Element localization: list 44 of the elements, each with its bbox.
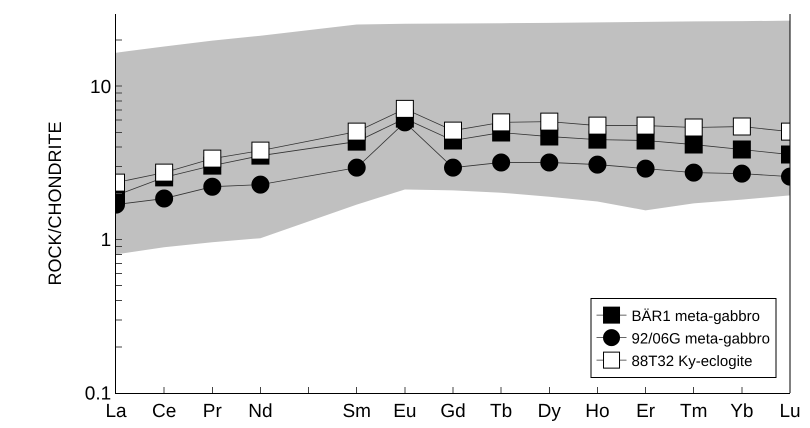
- x-tick-label: Nd: [248, 400, 273, 422]
- point: [732, 164, 751, 183]
- point: [155, 164, 174, 182]
- legend-label: BÄR1 meta-gabbro: [632, 308, 760, 325]
- point: [636, 160, 655, 178]
- x-tick-label: Gd: [440, 400, 466, 422]
- point: [636, 116, 655, 135]
- x-tick-label: Eu: [393, 400, 416, 422]
- point: [588, 156, 606, 174]
- point: [492, 153, 510, 172]
- point: [348, 122, 366, 141]
- x-tick-label: Er: [636, 400, 656, 422]
- y-tick-label: 1: [100, 230, 112, 252]
- point: [251, 142, 270, 160]
- point: [396, 100, 414, 118]
- point: [684, 164, 703, 182]
- point: [588, 116, 606, 135]
- x-tick-label: Tm: [680, 400, 708, 422]
- x-tick-label: Sm: [342, 400, 371, 422]
- point: [732, 118, 751, 136]
- y-tick-label: 10: [90, 76, 112, 98]
- x-tick-label: Lu: [779, 400, 801, 422]
- y-axis-title: ROCK/CHONDRITE: [44, 121, 65, 286]
- legend-label: 92/06G meta-gabbro: [632, 330, 770, 348]
- x-tick-label: Pr: [202, 400, 222, 422]
- point: [684, 136, 703, 154]
- point: [348, 158, 366, 177]
- x-tick-label: Tb: [490, 400, 512, 422]
- point: [444, 158, 462, 177]
- point: [540, 153, 558, 172]
- legend-label: 88T32 Ky-eclogite: [632, 352, 752, 370]
- point: [732, 140, 751, 159]
- point: [251, 176, 270, 194]
- x-tick-label: Ce: [152, 400, 176, 422]
- x-tick-label: Yb: [730, 400, 754, 422]
- point: [155, 190, 174, 208]
- point: [684, 118, 703, 137]
- point: [203, 178, 222, 196]
- point: [540, 112, 558, 131]
- x-tick-label: Dy: [538, 400, 562, 422]
- point: [492, 113, 510, 132]
- x-tick-label: Ho: [585, 400, 610, 422]
- point: [444, 122, 462, 140]
- point: [203, 150, 222, 168]
